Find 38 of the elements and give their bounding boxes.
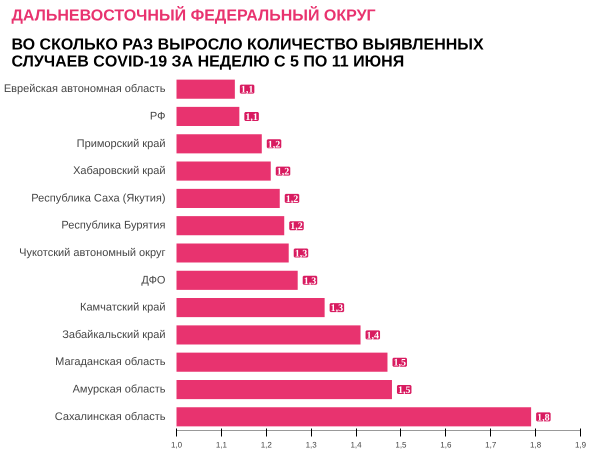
data-label: 1,2 [290, 221, 303, 232]
data-label: 1,8 [537, 412, 550, 424]
data-label: 1,2 [268, 139, 280, 150]
data-label: 1,3 [294, 248, 308, 260]
data-label: 1,3 [330, 303, 344, 314]
y-tick-label: Республика Саха (Якутия) [31, 192, 166, 204]
y-tick-label: РФ [150, 110, 166, 122]
x-tick-label: 1,6 [440, 440, 452, 450]
x-tick-label: 1,4 [350, 440, 362, 450]
y-tick-label: Магаданская область [55, 356, 166, 368]
data-label: 1,3 [304, 276, 316, 287]
x-tick-label: 1,5 [395, 440, 408, 450]
x-tick-label: 1,9 [574, 440, 587, 450]
x-tick-label: 1,3 [306, 440, 318, 450]
y-tick-label: ДФО [141, 274, 166, 286]
data-label: 1,1 [245, 112, 258, 123]
chart-subtitle: ВО СКОЛЬКО РАЗ ВЫРОСЛО КОЛИЧЕСТВО ВЫЯВЛЕННЫХ СЛУЧАЕВ COVID-19 ЗА НЕДЕЛЮ С 5 ПО 11 ИЮНЯ [12, 36, 484, 70]
y-tick-label: Республика Бурятия [61, 220, 166, 232]
x-tick-label: 1,1 [216, 440, 228, 450]
data-label: 1,4 [366, 330, 380, 342]
data-label: 1,2 [276, 166, 290, 178]
x-tick-label: 1,7 [485, 440, 497, 450]
x-tick-label: 1,2 [260, 440, 272, 450]
y-tick-label: Хабаровский край [73, 165, 166, 178]
y-tick-label: Приморский край [76, 138, 166, 150]
data-label: 1,5 [398, 385, 410, 396]
y-tick-label: Забайкальский край [62, 328, 166, 341]
y-tick-label: Чукотский автономный округ [19, 247, 166, 259]
y-tick-label: Сахалинская область [54, 410, 166, 423]
y-tick-label: Еврейская автономная область [4, 83, 166, 96]
y-tick-label: Камчатский край [80, 302, 166, 314]
chart-title: ДАЛЬНЕВОСТОЧНЫЙ ФЕДЕРАЛЬНЫЙ ОКРУГ [12, 6, 376, 24]
x-tick-label: 1,8 [530, 440, 542, 450]
x-tick-label: 1,0 [170, 440, 183, 450]
y-tick-label: Амурская область [72, 384, 166, 396]
data-label: 1,2 [286, 194, 298, 205]
data-label: 1,1 [240, 84, 254, 96]
data-label: 1,5 [393, 358, 406, 369]
